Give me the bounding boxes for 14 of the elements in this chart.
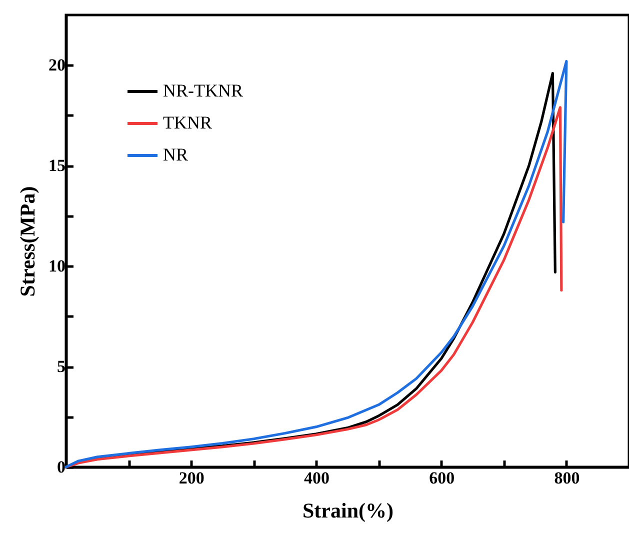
y-tick-label: 15	[48, 156, 66, 176]
y-tick-label: 5	[57, 357, 66, 376]
y-tick-label: 20	[48, 56, 66, 75]
x-tick-label: 600	[429, 468, 455, 488]
y-axis-title: Stress(MPa)	[16, 186, 40, 297]
y-tick-label: 0	[57, 458, 66, 476]
x-tick-label: 400	[304, 468, 330, 488]
x-axis-title: Strain(%)	[302, 498, 394, 522]
legend-label: NR-TKNR	[163, 80, 243, 100]
y-tick-label: 10	[48, 256, 66, 276]
x-tick-label: 800	[554, 468, 580, 488]
legend-label: NR	[163, 144, 188, 164]
legend-label: TKNR	[163, 112, 212, 132]
x-tick-label: 200	[178, 468, 204, 488]
